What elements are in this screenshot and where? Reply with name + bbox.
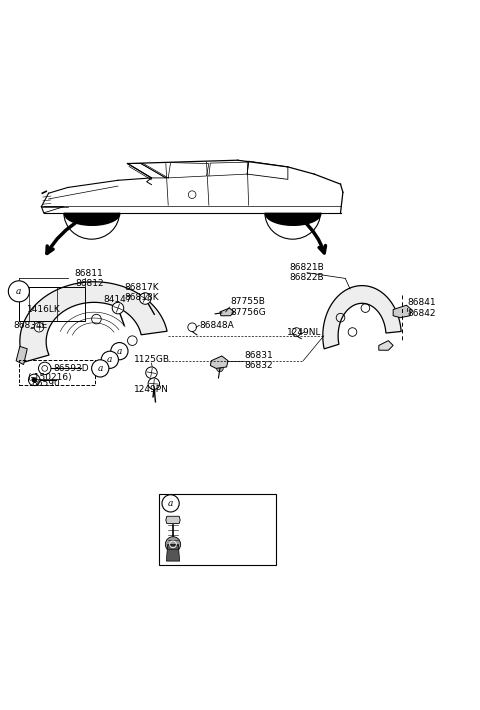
Text: 86831
86832: 86831 86832 bbox=[245, 351, 274, 371]
Text: 86821B
86822B: 86821B 86822B bbox=[289, 263, 324, 283]
Text: 86848A: 86848A bbox=[199, 321, 234, 330]
Text: 84147: 84147 bbox=[104, 295, 132, 305]
Circle shape bbox=[32, 378, 36, 382]
Circle shape bbox=[146, 367, 157, 378]
Polygon shape bbox=[220, 308, 234, 316]
Text: 86819: 86819 bbox=[185, 510, 214, 519]
Polygon shape bbox=[393, 305, 411, 317]
Polygon shape bbox=[210, 356, 228, 368]
Bar bbox=[19, 287, 85, 322]
Text: a: a bbox=[97, 364, 103, 373]
Circle shape bbox=[165, 537, 180, 552]
Polygon shape bbox=[20, 282, 167, 362]
Circle shape bbox=[162, 495, 179, 512]
Text: 86834E: 86834E bbox=[14, 322, 48, 330]
Polygon shape bbox=[166, 516, 180, 523]
Bar bbox=[19, 360, 95, 385]
Text: a: a bbox=[168, 499, 173, 508]
Text: 86817K
86818K: 86817K 86818K bbox=[125, 283, 159, 302]
Text: 1249NL: 1249NL bbox=[288, 327, 322, 337]
Circle shape bbox=[34, 322, 44, 332]
Text: a: a bbox=[107, 355, 112, 364]
Polygon shape bbox=[323, 285, 401, 349]
Circle shape bbox=[92, 360, 109, 377]
Text: 86811
86812: 86811 86812 bbox=[75, 268, 104, 288]
Text: 86841
86842: 86841 86842 bbox=[408, 298, 436, 318]
Circle shape bbox=[112, 302, 124, 314]
Text: a: a bbox=[16, 287, 22, 296]
Text: 1125GB: 1125GB bbox=[133, 355, 169, 364]
Text: 86869: 86869 bbox=[185, 534, 214, 543]
Text: (-150216): (-150216) bbox=[27, 373, 72, 381]
Circle shape bbox=[8, 281, 29, 302]
Polygon shape bbox=[16, 346, 27, 364]
Text: 1249PN: 1249PN bbox=[134, 385, 169, 394]
Text: 86590: 86590 bbox=[32, 379, 60, 388]
Bar bbox=[158, 493, 276, 564]
Circle shape bbox=[140, 293, 151, 305]
Circle shape bbox=[101, 351, 119, 368]
Circle shape bbox=[148, 378, 159, 390]
Circle shape bbox=[38, 362, 51, 375]
Text: 87755B
87756G: 87755B 87756G bbox=[230, 297, 266, 317]
Text: a: a bbox=[117, 346, 122, 356]
Polygon shape bbox=[166, 545, 180, 561]
Text: 1416LK: 1416LK bbox=[27, 305, 60, 314]
Circle shape bbox=[111, 342, 128, 360]
Text: 86593D: 86593D bbox=[54, 364, 89, 373]
Polygon shape bbox=[379, 341, 393, 350]
Circle shape bbox=[216, 365, 223, 372]
